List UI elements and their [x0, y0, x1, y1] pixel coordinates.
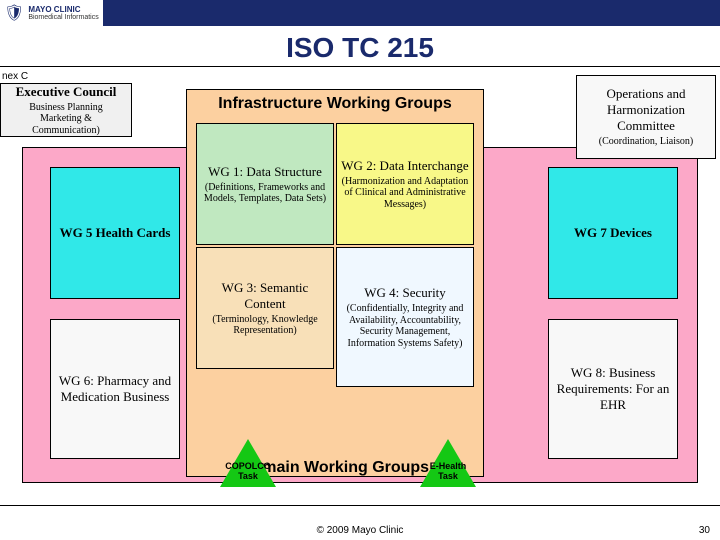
org-name: MAYO CLINIC [28, 6, 98, 14]
exec-sub: Business PlanningMarketing & Communicati… [5, 102, 127, 137]
wg5-box: WG 5 Health Cards [50, 167, 180, 299]
wg8-box: WG 8: Business Requirements: For an EHR [548, 319, 678, 459]
copyright: © 2009 Mayo Clinic [0, 525, 720, 536]
exec-council-box: Executive Council Business PlanningMarke… [0, 83, 132, 137]
infra-label: Infrastructure Working Groups [186, 95, 484, 113]
wg1-sub: (Definitions, Frameworks and Models, Tem… [201, 182, 329, 205]
copolco-label: COPOLCO Task [220, 461, 276, 481]
wg1-title: WG 1: Data Structure [201, 164, 329, 180]
wg5-title: WG 5 Health Cards [55, 225, 175, 241]
ops-committee-box: Operations and Harmonization Committee (… [576, 75, 716, 159]
header-bar: 🛡 MAYO CLINIC Biomedical Informatics [0, 0, 720, 26]
logo-area: 🛡 MAYO CLINIC Biomedical Informatics [0, 0, 103, 26]
slide-title: ISO TC 215 [0, 26, 720, 68]
wg3-sub: (Terminology, Knowledge Representation) [201, 314, 329, 337]
wg6-title: WG 6: Pharmacy and Medication Business [55, 373, 175, 405]
ops-sub: (Coordination, Liaison) [581, 136, 711, 148]
dept-name: Biomedical Informatics [28, 14, 98, 21]
exec-title: Executive Council [5, 84, 127, 100]
wg3-title: WG 3: Semantic Content [201, 280, 329, 312]
wg1-box: WG 1: Data Structure (Definitions, Frame… [196, 123, 334, 245]
ehealth-label: E-Health Task [420, 461, 476, 481]
wg7-box: WG 7 Devices [548, 167, 678, 299]
mayo-shield-icon: 🛡 [4, 3, 24, 23]
ops-title: Operations and Harmonization Committee [581, 86, 711, 134]
wg7-title: WG 7 Devices [553, 225, 673, 241]
wg2-title: WG 2: Data Interchange [341, 158, 469, 174]
annex-label: nex C [2, 71, 28, 82]
wg4-sub: (Confidentially, Integrity and Availabil… [341, 303, 469, 349]
wg4-box: WG 4: Security (Confidentially, Integrit… [336, 247, 474, 387]
wg4-title: WG 4: Security [341, 285, 469, 301]
wg6-box: WG 6: Pharmacy and Medication Business [50, 319, 180, 459]
diagram-area: nex C Infrastructure Working Groups Doma… [0, 66, 720, 506]
wg8-title: WG 8: Business Requirements: For an EHR [553, 365, 673, 413]
wg2-sub: (Harmonization and Adaptation of Clinica… [341, 176, 469, 211]
wg3-box: WG 3: Semantic Content (Terminology, Kno… [196, 247, 334, 369]
wg2-box: WG 2: Data Interchange (Harmonization an… [336, 123, 474, 245]
page-number: 30 [699, 525, 710, 536]
